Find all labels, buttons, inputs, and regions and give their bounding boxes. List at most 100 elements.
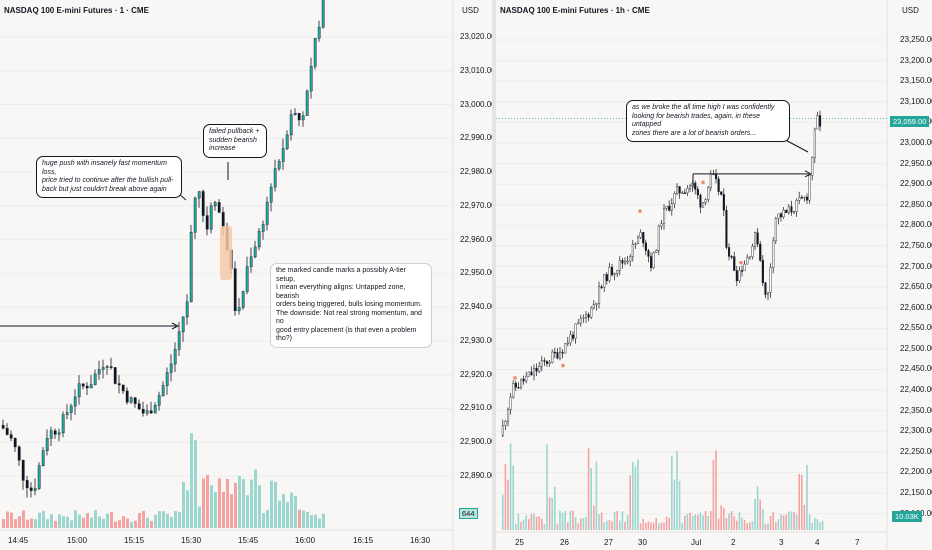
candle-body	[673, 193, 676, 204]
volume-bar	[621, 511, 624, 530]
candle-body	[153, 405, 157, 414]
volume-bar	[606, 520, 608, 530]
volume-bar	[66, 516, 69, 528]
volume-bar	[775, 522, 777, 530]
candle-body	[285, 134, 289, 149]
volume-bar	[723, 507, 725, 530]
chart-title: NASDAQ 100 E-mini Futures · 1 · CME	[4, 6, 149, 15]
candle-body	[678, 186, 681, 194]
volume-bar	[38, 512, 41, 528]
candle-body	[790, 206, 793, 213]
candle-body	[785, 209, 788, 213]
candle-body	[780, 213, 783, 218]
volume-bar	[298, 509, 301, 528]
candle-body	[77, 383, 81, 398]
volume-bar	[660, 522, 663, 530]
candle-body	[720, 191, 723, 195]
candle-body	[798, 197, 801, 201]
volume-bar	[142, 510, 145, 528]
volume-bar	[725, 518, 728, 530]
volume-bar	[54, 520, 57, 528]
volume-bar	[78, 514, 81, 528]
candle-body	[696, 189, 699, 196]
candlestick-chart-1h[interactable]	[496, 0, 932, 550]
volume-bar	[697, 514, 699, 530]
volume-bar	[230, 494, 233, 528]
volume-bar	[645, 522, 647, 530]
candle-body	[629, 256, 632, 262]
volume-bar	[608, 520, 611, 530]
pullback-annotation[interactable]: failed pullback + sudden bearish increas…	[203, 124, 267, 158]
volume-bar	[502, 494, 504, 530]
volume-bar	[118, 520, 121, 528]
candle-body	[717, 178, 720, 192]
candle-body	[81, 383, 85, 387]
candle-body	[657, 225, 660, 251]
volume-bar	[642, 518, 644, 530]
price-tick-label: 23,000.00	[900, 137, 932, 147]
volume-bar	[767, 523, 769, 530]
price-tick-label: 22,930.00	[460, 335, 492, 345]
price-tick-label: 22,400.00	[900, 385, 932, 395]
time-tick-label: 14:45	[8, 536, 29, 545]
volume-bar	[559, 510, 561, 530]
candle-body	[293, 112, 297, 115]
price-tick-label: 22,750.00	[900, 240, 932, 250]
volume-bar	[754, 498, 756, 530]
volume-bar	[736, 520, 738, 530]
candle-body	[608, 267, 611, 281]
volume-bar	[587, 448, 590, 530]
chart-pane-1h[interactable]: NASDAQ 100 E-mini Futures · 1h · CME USD…	[496, 0, 932, 550]
candlestick-chart-1m[interactable]	[0, 0, 492, 550]
currency-label[interactable]: USD	[462, 6, 479, 15]
volume-bar	[178, 512, 181, 528]
candle-body	[701, 202, 705, 208]
volume-bar	[270, 480, 273, 528]
volume-bar	[811, 523, 813, 530]
price-tick-label: 22,900.00	[460, 437, 492, 447]
price-tick-label: 22,650.00	[900, 282, 932, 292]
candle-body	[137, 403, 141, 410]
candle-body	[600, 286, 603, 288]
price-tick-label: 22,950.00	[460, 268, 492, 278]
volume-bar	[274, 481, 277, 528]
volume-bar	[639, 523, 642, 530]
volume-bar	[665, 516, 668, 530]
time-tick-label: 15:30	[181, 536, 202, 545]
candle-body	[297, 112, 301, 121]
chart-pane-1m[interactable]: NASDAQ 100 E-mini Futures · 1 · CME USD …	[0, 0, 492, 550]
candle-body	[522, 378, 525, 382]
candle-body	[509, 396, 512, 410]
price-tick-label: 22,600.00	[900, 302, 932, 312]
volume-bar	[694, 514, 696, 530]
volume-bar	[717, 518, 720, 530]
volume-bar	[150, 521, 153, 528]
currency-label[interactable]: USD	[902, 6, 919, 15]
setup-annotation[interactable]: the marked candle marks a possibly A-tie…	[270, 263, 432, 348]
candle-body	[301, 115, 305, 121]
volume-bar	[619, 520, 621, 530]
volume-bar	[512, 465, 514, 530]
volume-bar	[74, 510, 77, 528]
candle-body	[121, 384, 125, 392]
push-annotation[interactable]: huge push with insanely fast momentum lo…	[36, 156, 182, 198]
arrow-head	[171, 322, 180, 330]
volume-bar	[34, 519, 37, 528]
volume-bar	[310, 515, 313, 528]
volume-bar	[543, 523, 546, 530]
volume-bar	[676, 450, 678, 530]
pane-divider[interactable]	[492, 0, 496, 550]
volume-bar	[647, 521, 650, 530]
price-tick-label: 23,150.00	[900, 76, 932, 86]
volume-bar	[572, 510, 574, 530]
ath-annotation[interactable]: as we broke the all time high I was conf…	[626, 100, 790, 142]
volume-bar	[551, 497, 553, 530]
candle-body	[595, 303, 598, 305]
volume-bar	[46, 519, 49, 528]
volume-bar	[793, 511, 795, 530]
volume-bar	[600, 512, 603, 530]
price-tick-label: 22,200.00	[900, 467, 932, 477]
candle-body	[17, 446, 21, 461]
candle-body	[269, 186, 273, 203]
candle-body	[652, 252, 655, 269]
